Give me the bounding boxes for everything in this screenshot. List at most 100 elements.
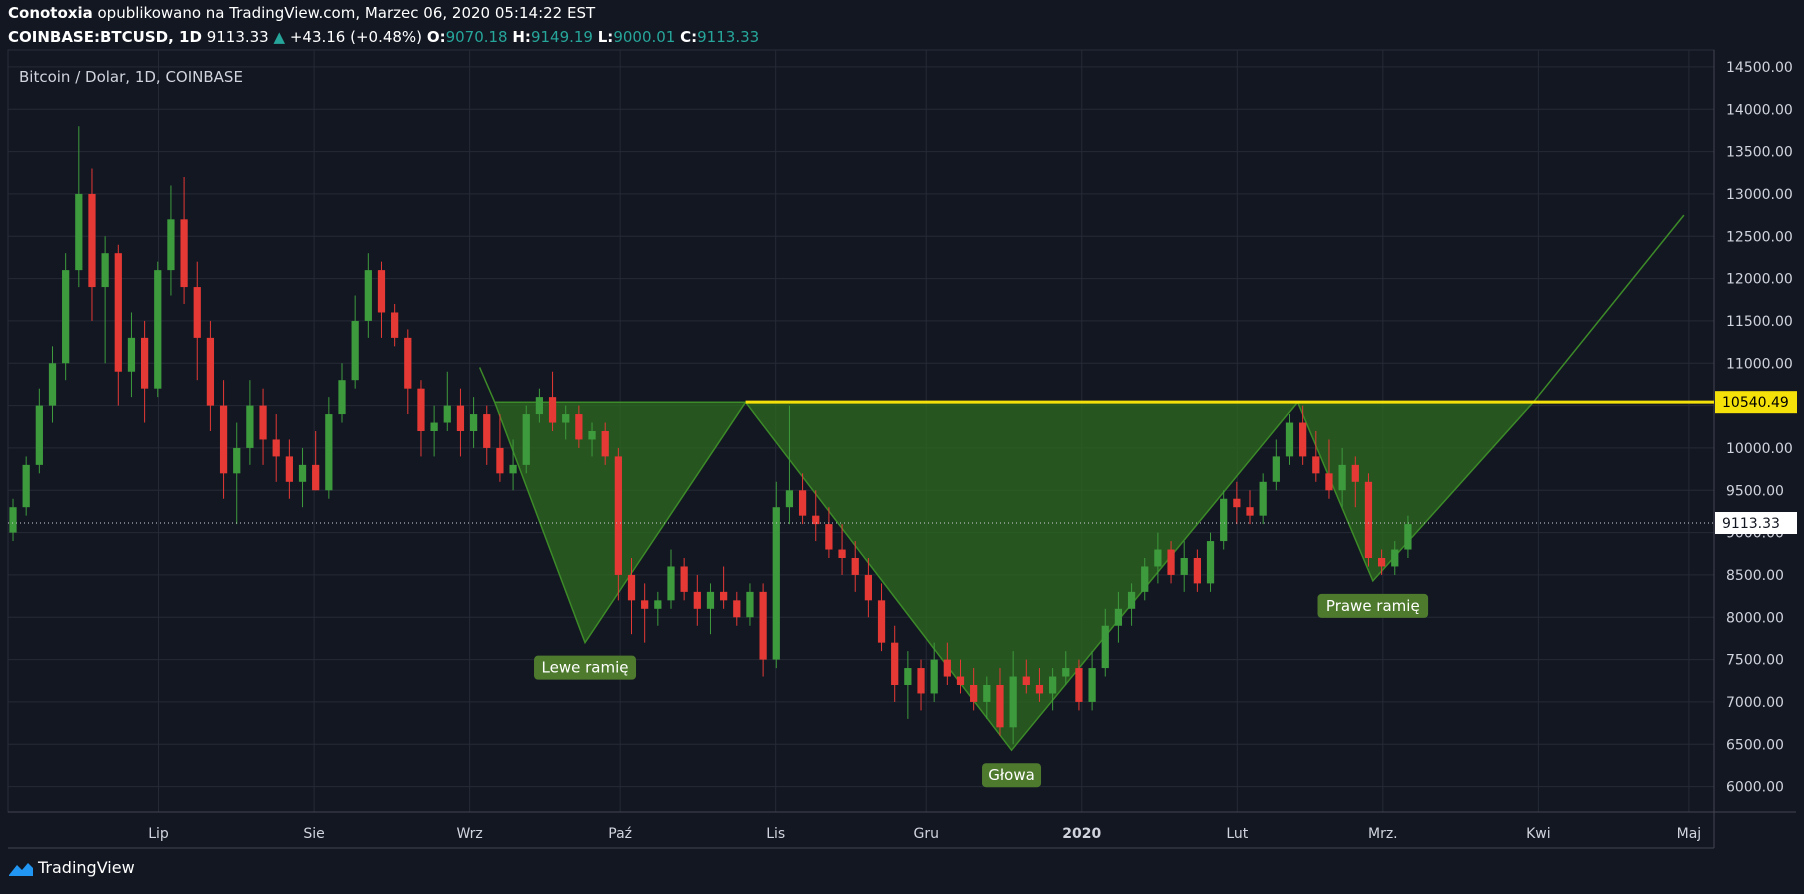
candle-body xyxy=(312,464,320,491)
symbol: COINBASE:BTCUSD, 1D xyxy=(8,28,202,46)
candle-body xyxy=(1404,524,1412,550)
candle-body xyxy=(720,591,728,601)
candle-body xyxy=(430,422,438,431)
candle-body xyxy=(1154,549,1162,567)
chart-title: Bitcoin / Dolar, 1D, COINBASE xyxy=(19,68,243,86)
y-tick-label: 11500.00 xyxy=(1726,314,1793,330)
candle-body xyxy=(693,591,701,609)
candle-body xyxy=(154,270,162,389)
candle-body xyxy=(22,464,30,508)
candle-body xyxy=(746,591,754,618)
candle-body xyxy=(1351,464,1359,482)
target-projection-line xyxy=(1532,214,1685,403)
candle-body xyxy=(877,600,886,643)
x-tick-label: Gru xyxy=(913,826,938,842)
y-tick-label: 12500.00 xyxy=(1726,229,1793,245)
candle-body xyxy=(930,659,938,694)
candle-body xyxy=(1180,558,1188,575)
candle-body xyxy=(891,642,899,685)
candle-body xyxy=(88,193,96,288)
candle-body xyxy=(1272,456,1280,482)
y-tick-label: 6000.00 xyxy=(1726,780,1784,796)
candle-body xyxy=(627,574,636,601)
candle-body xyxy=(338,380,346,415)
candle-body xyxy=(180,219,188,288)
ohlc-legend: COINBASE:BTCUSD, 1D 9113.33 ▲ +43.16 (+0… xyxy=(8,28,759,46)
candle-body xyxy=(1259,481,1267,516)
y-tick-label: 12000.00 xyxy=(1726,272,1793,288)
author-name: Conotoxia xyxy=(8,4,93,22)
candle-body xyxy=(272,439,280,457)
tradingview-brand[interactable]: TradingView xyxy=(8,858,135,877)
candle-body xyxy=(641,600,649,609)
high-value: 9149.19 xyxy=(530,28,593,46)
x-tick-label: Lip xyxy=(148,826,169,842)
candle-body xyxy=(548,397,557,423)
candle-body xyxy=(1246,507,1254,516)
candle-body xyxy=(851,558,859,575)
change-arrow: ▲ xyxy=(273,28,286,46)
candle-body xyxy=(1141,566,1149,592)
candle-body xyxy=(1048,676,1057,694)
candle-body xyxy=(351,320,359,381)
price-tag-label: 9113.33 xyxy=(1722,516,1780,532)
candle-body xyxy=(522,414,530,465)
change-value: +43.16 (+0.48%) xyxy=(289,28,423,46)
y-tick-label: 9500.00 xyxy=(1726,483,1784,499)
close-label: C: xyxy=(680,28,698,46)
candle-body xyxy=(509,464,517,474)
pattern-label: Prawe ramię xyxy=(1326,597,1420,615)
tradingview-logo-icon xyxy=(9,862,33,876)
candle-body xyxy=(614,456,622,575)
candle-body xyxy=(667,566,675,601)
open-value: 9070.18 xyxy=(445,28,508,46)
last-price: 9113.33 xyxy=(206,28,269,46)
pattern-label: Lewe ramię xyxy=(542,659,629,677)
pattern-label-box xyxy=(1317,593,1429,618)
y-tick-label: 7000.00 xyxy=(1726,695,1784,711)
pattern-start-line xyxy=(478,367,496,403)
candle-body xyxy=(1035,685,1044,694)
published-text: opublikowano na TradingView.com, Marzec … xyxy=(97,4,596,22)
x-tick-label: Paź xyxy=(608,826,632,842)
candle-body xyxy=(812,515,820,525)
head-triangle xyxy=(744,401,1300,752)
candle-body xyxy=(193,287,201,338)
high-label: H: xyxy=(512,28,531,46)
candle-body xyxy=(1325,473,1333,491)
candle-body xyxy=(233,447,241,474)
x-tick-label: Wrz xyxy=(456,826,482,842)
candle-body xyxy=(825,524,833,550)
candle-body xyxy=(1062,668,1070,677)
candle-body xyxy=(9,507,17,533)
candle-body xyxy=(298,464,307,482)
open-label: O: xyxy=(426,28,446,46)
candle-body xyxy=(456,405,465,431)
candle-body xyxy=(404,337,412,389)
candle-body xyxy=(864,574,873,601)
x-tick-label: Mrz. xyxy=(1368,826,1398,842)
candle-body xyxy=(759,591,767,660)
x-tick-label: Sie xyxy=(303,826,324,842)
price-tag-last xyxy=(1715,512,1797,535)
x-tick-label: Maj xyxy=(1677,826,1702,842)
candle-body xyxy=(680,566,688,592)
candle-body xyxy=(364,270,372,321)
x-tick-label: Lut xyxy=(1226,826,1248,842)
pattern-label-box xyxy=(534,655,637,680)
candle-body xyxy=(140,337,149,389)
candle-body xyxy=(1338,464,1346,491)
x-tick-label: Kwi xyxy=(1526,826,1551,842)
candle-body xyxy=(706,591,715,609)
candle-body xyxy=(772,507,780,660)
pattern-label-box xyxy=(982,763,1042,788)
candle-body xyxy=(1075,668,1083,702)
candle-body xyxy=(259,405,267,440)
candle-body xyxy=(48,363,57,406)
candle-body xyxy=(588,431,596,440)
candle-body xyxy=(1364,481,1373,558)
candle-body xyxy=(219,405,228,474)
candle-body xyxy=(1167,549,1175,575)
y-tick-label: 10000.00 xyxy=(1726,441,1793,457)
